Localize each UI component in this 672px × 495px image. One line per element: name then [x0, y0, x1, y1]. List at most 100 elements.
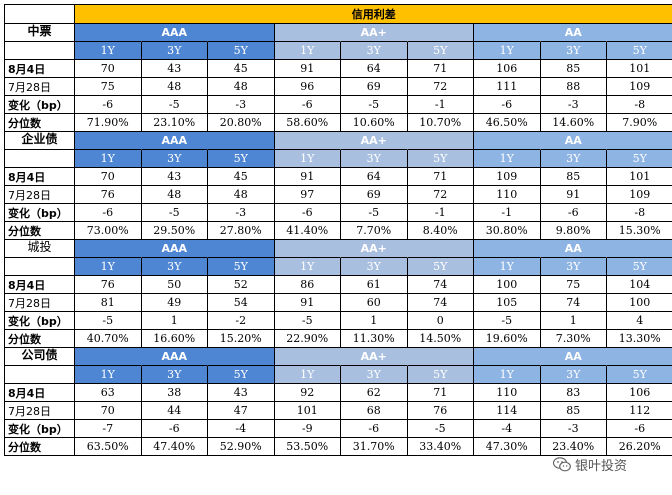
- value-cell: 70: [75, 168, 142, 186]
- value-cell: 81: [75, 294, 142, 312]
- value-cell: -6: [607, 420, 672, 438]
- rating-header: AA+: [341, 24, 408, 42]
- value-cell: -8: [607, 96, 672, 114]
- value-cell: 13.30%: [607, 330, 672, 348]
- value-cell: 74: [407, 294, 474, 312]
- value-cell: 114: [474, 402, 541, 420]
- section-label-spacer: [5, 42, 75, 60]
- value-cell: 74: [540, 294, 607, 312]
- value-cell: 109: [474, 168, 541, 186]
- value-cell: 33.40%: [407, 438, 474, 456]
- value-cell: -6: [474, 96, 541, 114]
- value-cell: 69: [341, 78, 408, 96]
- rating-header: AAA: [141, 348, 208, 366]
- rating-header-fill: [407, 240, 474, 258]
- value-cell: -5: [141, 96, 208, 114]
- row-label-previous: 7月28日: [5, 294, 75, 312]
- wechat-icon: [552, 457, 571, 472]
- value-cell: 105: [474, 294, 541, 312]
- value-cell: -6: [341, 420, 408, 438]
- value-cell: 0: [407, 312, 474, 330]
- rating-header: AA: [540, 240, 607, 258]
- tenor-header: 5Y: [208, 42, 275, 60]
- value-cell: 10.70%: [407, 114, 474, 132]
- tenor-header: 5Y: [607, 258, 672, 276]
- row-label-current: 8月4日: [5, 276, 75, 294]
- value-cell: 106: [474, 60, 541, 78]
- rating-header-fill: [75, 348, 142, 366]
- value-cell: 71: [407, 384, 474, 402]
- tenor-header: 3Y: [341, 42, 408, 60]
- tenor-header: 1Y: [274, 42, 341, 60]
- value-cell: 72: [407, 78, 474, 96]
- rating-header-fill: [474, 348, 541, 366]
- value-cell: 22.90%: [274, 330, 341, 348]
- value-cell: 52: [208, 276, 275, 294]
- value-cell: 72: [407, 186, 474, 204]
- table-title: 信用利差: [75, 5, 672, 24]
- value-cell: 100: [474, 276, 541, 294]
- row-label-percentile: 分位数: [5, 438, 75, 456]
- rating-header-fill: [208, 24, 275, 42]
- value-cell: 14.50%: [407, 330, 474, 348]
- value-cell: 70: [75, 402, 142, 420]
- rating-header-fill: [274, 24, 341, 42]
- tenor-header: 1Y: [75, 366, 142, 384]
- tenor-header: 1Y: [474, 258, 541, 276]
- row-label-previous: 7月28日: [5, 78, 75, 96]
- value-cell: 1: [141, 312, 208, 330]
- value-cell: 40.70%: [75, 330, 142, 348]
- corner-cell: [5, 5, 75, 24]
- value-cell: 23.40%: [540, 438, 607, 456]
- tenor-header: 5Y: [607, 42, 672, 60]
- value-cell: 97: [274, 186, 341, 204]
- value-cell: 91: [540, 186, 607, 204]
- tenor-header: 3Y: [341, 366, 408, 384]
- rating-header-fill: [607, 348, 672, 366]
- row-label-percentile: 分位数: [5, 330, 75, 348]
- value-cell: 64: [341, 60, 408, 78]
- value-cell: 104: [607, 276, 672, 294]
- rating-header-fill: [607, 132, 672, 150]
- value-cell: 47.40%: [141, 438, 208, 456]
- value-cell: 29.50%: [141, 222, 208, 240]
- tenor-header: 5Y: [607, 366, 672, 384]
- value-cell: 101: [607, 168, 672, 186]
- value-cell: 31.70%: [341, 438, 408, 456]
- value-cell: 26.20%: [607, 438, 672, 456]
- value-cell: 91: [274, 294, 341, 312]
- row-label-current: 8月4日: [5, 384, 75, 402]
- value-cell: -1: [407, 96, 474, 114]
- row-label-previous: 7月28日: [5, 402, 75, 420]
- value-cell: 85: [540, 168, 607, 186]
- value-cell: -4: [474, 420, 541, 438]
- section-label: 城投: [5, 240, 75, 258]
- rating-header-fill: [208, 348, 275, 366]
- value-cell: 70: [75, 60, 142, 78]
- value-cell: 106: [607, 384, 672, 402]
- value-cell: 47.30%: [474, 438, 541, 456]
- value-cell: 1: [540, 312, 607, 330]
- value-cell: 23.10%: [141, 114, 208, 132]
- value-cell: 50: [141, 276, 208, 294]
- tenor-header: 3Y: [540, 150, 607, 168]
- watermark-text: 银叶投资: [575, 459, 628, 474]
- tenor-header: 3Y: [141, 42, 208, 60]
- rating-header-fill: [474, 132, 541, 150]
- row-label-current: 8月4日: [5, 168, 75, 186]
- value-cell: 53.50%: [274, 438, 341, 456]
- value-cell: -1: [407, 204, 474, 222]
- row-label-percentile: 分位数: [5, 114, 75, 132]
- value-cell: 96: [274, 78, 341, 96]
- rating-header-fill: [474, 240, 541, 258]
- tenor-header: 5Y: [407, 150, 474, 168]
- section-label: 企业债: [5, 132, 75, 150]
- value-cell: 52.90%: [208, 438, 275, 456]
- value-cell: 30.80%: [474, 222, 541, 240]
- value-cell: 10.60%: [341, 114, 408, 132]
- tenor-header: 1Y: [474, 150, 541, 168]
- value-cell: -5: [407, 420, 474, 438]
- value-cell: -1: [474, 204, 541, 222]
- value-cell: 74: [407, 276, 474, 294]
- value-cell: 69: [341, 186, 408, 204]
